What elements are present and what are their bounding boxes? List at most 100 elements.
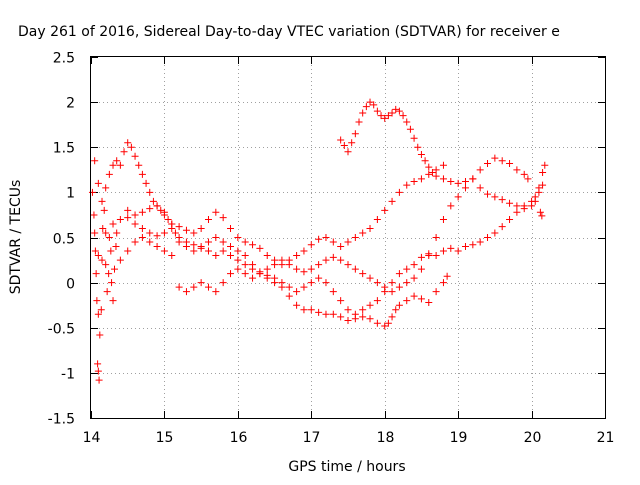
data-point <box>93 297 101 305</box>
data-point <box>322 234 330 241</box>
data-point <box>410 261 418 269</box>
data-point <box>432 172 440 180</box>
data-point <box>190 241 198 249</box>
data-point <box>513 208 521 216</box>
data-point <box>146 188 154 196</box>
data-point <box>322 279 330 287</box>
data-point <box>124 247 132 255</box>
data-point <box>340 141 348 149</box>
data-point <box>92 270 100 278</box>
data-point <box>124 206 132 214</box>
data-point <box>370 101 378 109</box>
data-point <box>506 199 514 207</box>
data-point <box>381 114 389 122</box>
data-point <box>278 256 286 264</box>
data-point <box>293 288 301 296</box>
data-point <box>348 139 356 147</box>
data-point <box>98 197 106 205</box>
data-point <box>212 252 220 260</box>
data-point <box>454 247 462 255</box>
data-point <box>153 243 161 251</box>
data-point <box>329 238 337 246</box>
plot-area-frame <box>90 56 606 419</box>
data-point <box>219 214 227 222</box>
data-point <box>520 170 528 178</box>
data-point <box>249 265 257 273</box>
data-point <box>439 161 447 169</box>
data-point <box>403 297 411 305</box>
data-point <box>337 297 345 305</box>
data-point <box>146 205 154 213</box>
data-point <box>157 206 165 214</box>
data-point <box>182 238 190 246</box>
data-point <box>160 208 168 216</box>
data-point <box>197 279 205 287</box>
x-tick-label: 14 <box>83 430 101 446</box>
data-point <box>135 161 143 169</box>
data-point <box>322 256 330 264</box>
data-point <box>307 279 315 287</box>
data-point <box>373 297 381 305</box>
data-point <box>359 313 367 321</box>
data-point <box>131 211 139 219</box>
data-point <box>175 223 183 231</box>
x-tick-label: 15 <box>156 430 174 446</box>
data-point <box>388 279 396 287</box>
data-point <box>285 261 293 269</box>
data-point <box>91 229 99 237</box>
data-point <box>491 193 499 201</box>
data-point <box>454 179 462 187</box>
data-point <box>432 234 440 241</box>
data-point <box>109 297 117 305</box>
data-point <box>528 202 536 210</box>
data-point <box>403 265 411 273</box>
x-tick-label: 21 <box>597 430 615 446</box>
data-point <box>131 152 139 160</box>
data-point <box>234 234 242 241</box>
data-point <box>428 169 436 177</box>
data-point <box>410 178 418 186</box>
data-point <box>293 252 301 260</box>
data-point <box>454 193 462 201</box>
data-series <box>116 154 532 296</box>
data-point <box>271 274 279 282</box>
data-point <box>417 150 425 158</box>
data-point <box>447 202 455 210</box>
data-point <box>329 288 337 296</box>
x-tick-label: 17 <box>303 430 321 446</box>
data-point <box>204 283 212 291</box>
data-point <box>388 288 396 296</box>
y-tick-label: -1.5 <box>48 412 75 428</box>
data-point <box>98 256 106 264</box>
data-point <box>142 179 150 187</box>
data-point <box>227 243 235 251</box>
data-point <box>395 270 403 278</box>
data-point <box>417 175 425 183</box>
data-point <box>535 184 543 192</box>
data-point <box>95 376 103 384</box>
data-point <box>461 184 469 192</box>
data-point <box>164 215 172 223</box>
data-point <box>506 159 514 167</box>
data-point <box>395 283 403 291</box>
data-point <box>315 274 323 282</box>
data-point <box>149 197 157 205</box>
data-point <box>249 241 257 249</box>
data-point <box>109 161 117 169</box>
data-series <box>124 181 547 318</box>
data-point <box>285 292 293 300</box>
data-point <box>212 208 220 216</box>
data-point <box>103 288 111 296</box>
data-point <box>160 247 168 255</box>
data-point <box>271 261 279 269</box>
data-point <box>403 279 411 287</box>
data-point <box>190 283 198 291</box>
data-point <box>373 279 381 287</box>
data-point <box>362 103 370 111</box>
data-point <box>175 234 183 241</box>
data-point <box>410 274 418 282</box>
data-point <box>168 252 176 260</box>
data-point <box>105 234 113 241</box>
data-point <box>351 130 359 138</box>
data-point <box>97 306 105 314</box>
